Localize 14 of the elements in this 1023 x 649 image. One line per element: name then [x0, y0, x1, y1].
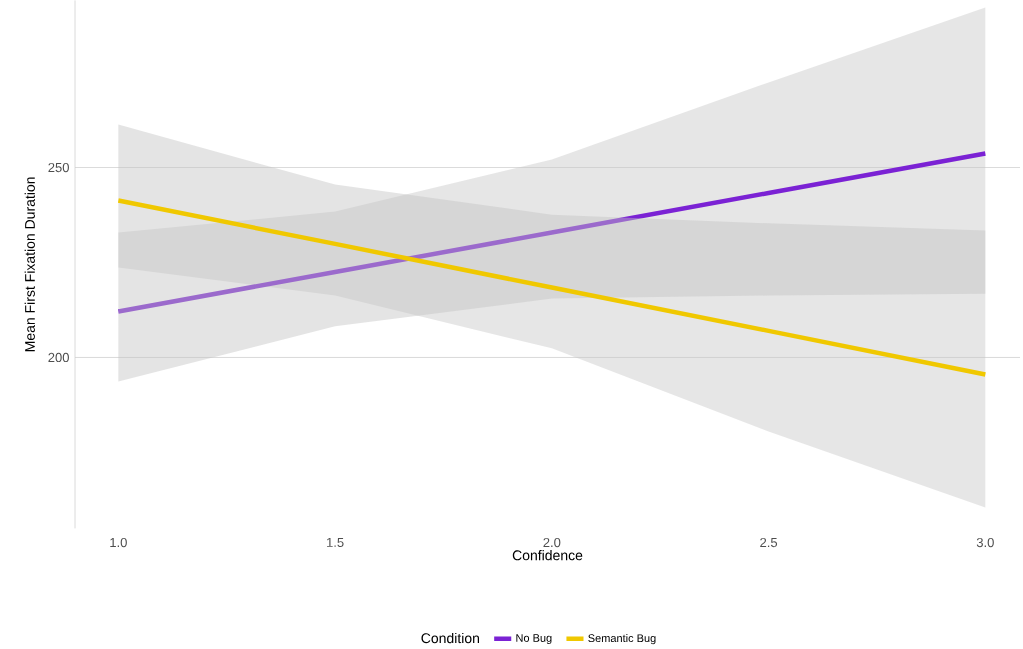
legend-label: No Bug: [516, 634, 552, 644]
line-series: [116, 198, 988, 377]
y-axis-title: Mean First Fixation Duration: [24, 177, 35, 351]
legend-label: Semantic Bug: [588, 633, 656, 645]
x-tick-label: 1.0: [110, 537, 127, 547]
x-tick-label: 2.5: [760, 537, 778, 547]
x-tick-label: 3.0: [976, 537, 994, 547]
y-tick-label: 200: [48, 352, 69, 362]
legend-title: Condition: [421, 632, 480, 644]
x-tick-label: 1.5: [327, 537, 344, 547]
x-axis-title: Confidence: [512, 549, 583, 561]
x-tick-label: 2.0: [543, 537, 561, 547]
line-series: [116, 151, 988, 314]
y-tick-label: 250: [48, 162, 69, 172]
